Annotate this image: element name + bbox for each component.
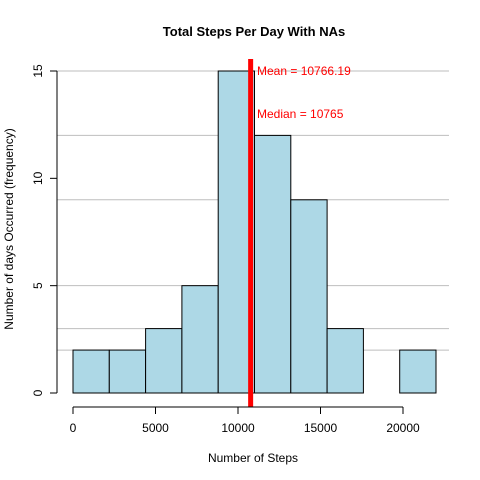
histogram-bar — [399, 349, 437, 394]
y-tick-label: 0 — [31, 389, 45, 396]
histogram-bar — [326, 328, 364, 394]
histogram-bar — [254, 134, 292, 394]
x-tick-label: 15000 — [304, 421, 338, 435]
y-tick-label: 15 — [31, 64, 45, 78]
histogram-bar — [72, 349, 110, 394]
x-tick-label: 20000 — [386, 421, 420, 435]
histogram-bar — [108, 349, 147, 394]
y-tick-label: 10 — [31, 171, 45, 185]
histogram-bar — [145, 328, 183, 394]
y-axis: 0 5 10 15 — [31, 64, 58, 396]
y-axis-label: Number of days Occurred (frequency) — [2, 128, 16, 329]
x-tick-label: 5000 — [142, 421, 169, 435]
x-tick-label: 0 — [70, 421, 77, 435]
annotation-text: Mean = 10766.19 — [257, 64, 351, 78]
bars — [72, 70, 437, 394]
histogram-bar — [181, 285, 219, 394]
y-tick-label: 5 — [31, 282, 45, 289]
x-axis: 0 5000 10000 15000 20000 — [70, 406, 420, 435]
annotations: Mean = 10766.19 Median = 10765 — [257, 64, 351, 121]
annotation-text: Median = 10765 — [257, 107, 344, 121]
x-tick-label: 10000 — [221, 421, 255, 435]
x-axis-label: Number of Steps — [208, 451, 298, 465]
histogram-bar — [290, 199, 328, 394]
chart-title: Total Steps Per Day With NAs — [163, 24, 345, 39]
